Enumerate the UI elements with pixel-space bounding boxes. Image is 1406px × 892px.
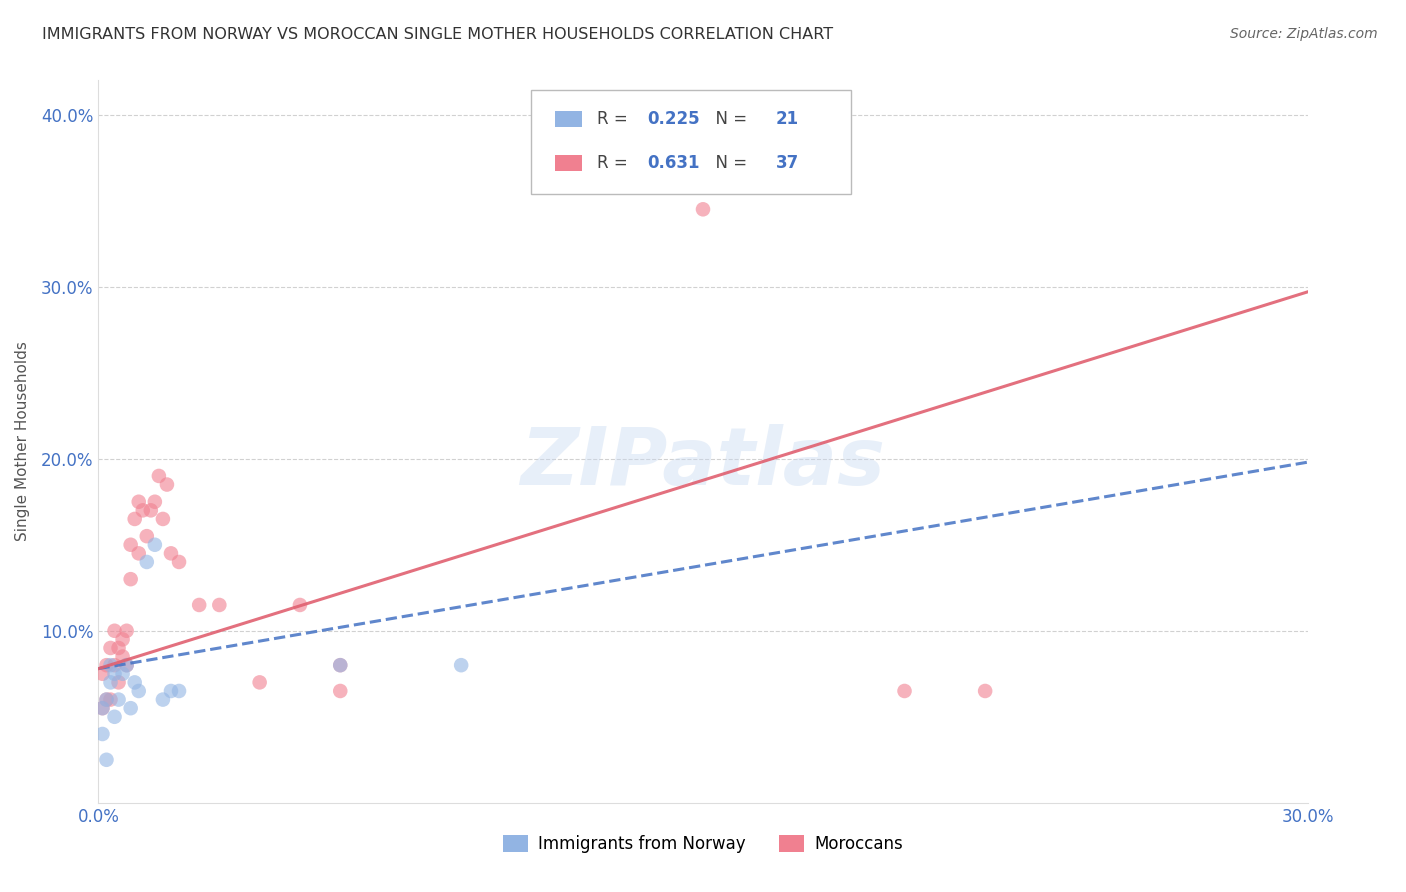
Point [96, 658, 118, 673]
Point [107, 692, 129, 706]
Point [115, 658, 138, 673]
Point [329, 658, 352, 673]
Point [100, 692, 122, 706]
Point [103, 710, 125, 724]
Point [135, 555, 157, 569]
Point [96, 753, 118, 767]
Point [692, 202, 714, 217]
Point [111, 649, 134, 664]
Point [91, 666, 114, 681]
Point [103, 666, 125, 681]
Point [329, 684, 352, 698]
Text: R =: R = [596, 110, 633, 128]
Point [160, 684, 183, 698]
Point [143, 538, 166, 552]
Text: 0.631: 0.631 [647, 154, 700, 172]
Point [188, 598, 211, 612]
Point [103, 624, 125, 638]
Point [115, 658, 138, 673]
Text: 0.225: 0.225 [647, 110, 700, 128]
Point [107, 640, 129, 655]
Point [103, 658, 125, 673]
Point [893, 684, 915, 698]
Point [450, 658, 472, 673]
Point [249, 675, 271, 690]
Text: 21: 21 [776, 110, 799, 128]
Point [128, 684, 150, 698]
Point [132, 503, 155, 517]
Text: N =: N = [706, 154, 752, 172]
Point [139, 503, 162, 517]
Text: Source: ZipAtlas.com: Source: ZipAtlas.com [1230, 27, 1378, 41]
Point [152, 512, 174, 526]
Text: IMMIGRANTS FROM NORWAY VS MOROCCAN SINGLE MOTHER HOUSEHOLDS CORRELATION CHART: IMMIGRANTS FROM NORWAY VS MOROCCAN SINGL… [42, 27, 834, 42]
Text: ZIPatlas: ZIPatlas [520, 425, 886, 502]
Point [100, 640, 122, 655]
Point [135, 529, 157, 543]
FancyBboxPatch shape [531, 90, 851, 194]
Point [91, 701, 114, 715]
Point [156, 477, 179, 491]
Point [143, 494, 166, 508]
Legend: Immigrants from Norway, Moroccans: Immigrants from Norway, Moroccans [496, 828, 910, 860]
Point [208, 598, 231, 612]
Point [111, 632, 134, 647]
Point [128, 494, 150, 508]
Point [91, 727, 114, 741]
Point [152, 692, 174, 706]
Text: N =: N = [706, 110, 752, 128]
Point [167, 555, 190, 569]
Point [124, 675, 146, 690]
Point [100, 675, 122, 690]
Text: R =: R = [596, 154, 633, 172]
Point [91, 701, 114, 715]
Point [120, 701, 142, 715]
Point [111, 666, 134, 681]
Point [167, 684, 190, 698]
Point [96, 692, 118, 706]
FancyBboxPatch shape [555, 155, 582, 171]
Text: 37: 37 [776, 154, 799, 172]
Y-axis label: Single Mother Households: Single Mother Households [15, 342, 30, 541]
Point [107, 675, 129, 690]
Point [96, 692, 118, 706]
Point [974, 684, 997, 698]
Point [115, 624, 138, 638]
Point [124, 512, 146, 526]
Point [288, 598, 311, 612]
Point [128, 546, 150, 560]
Point [160, 546, 183, 560]
Point [100, 658, 122, 673]
Point [329, 658, 352, 673]
Point [120, 538, 142, 552]
FancyBboxPatch shape [555, 111, 582, 127]
Point [148, 469, 170, 483]
Point [120, 572, 142, 586]
